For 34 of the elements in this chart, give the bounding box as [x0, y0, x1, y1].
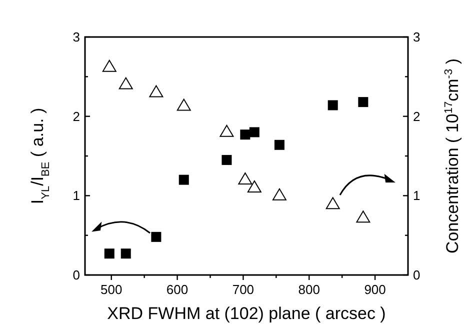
- point: [326, 197, 340, 210]
- point: [240, 130, 250, 140]
- y-tick-label: 1: [72, 188, 80, 204]
- point: [356, 210, 370, 223]
- point: [328, 100, 338, 110]
- point: [104, 248, 114, 259]
- point: [238, 172, 252, 185]
- point: [272, 188, 286, 200]
- x-tick-label: 600: [166, 282, 188, 297]
- x-tick-label: 900: [364, 282, 386, 297]
- y2-tick-label: 1: [413, 188, 420, 204]
- point: [118, 77, 133, 90]
- y2-tick-label: 0: [413, 268, 420, 282]
- point: [178, 174, 189, 185]
- point: [222, 154, 232, 165]
- x-axis-title: XRD FWHM at (102) plane ( arcsec ): [107, 304, 386, 323]
- y2-tick-label: 3: [413, 30, 420, 44]
- point: [358, 97, 368, 108]
- x-tick-label: 500: [100, 282, 122, 297]
- y-tick-label: 0: [72, 268, 80, 282]
- point: [247, 180, 262, 192]
- point: [102, 60, 116, 72]
- point: [274, 140, 284, 150]
- point: [151, 232, 162, 242]
- y2-tick-label: 2: [413, 108, 420, 124]
- x-tick-label: 800: [298, 282, 320, 297]
- point: [249, 127, 260, 138]
- point: [120, 248, 131, 259]
- y-tick-label: 2: [72, 108, 80, 124]
- point: [176, 98, 191, 111]
- point: [220, 124, 234, 137]
- point: [149, 85, 164, 98]
- y-tick-label: 3: [72, 30, 80, 44]
- x-tick-label: 700: [232, 282, 254, 297]
